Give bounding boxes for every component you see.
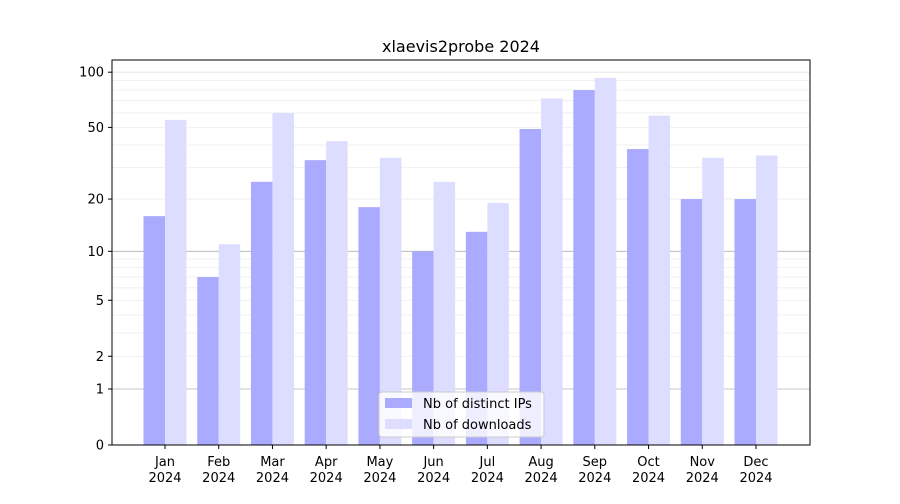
bar-ips — [143, 216, 165, 445]
x-tick-label: Nov — [690, 455, 716, 470]
x-tick-label: Aug — [528, 455, 553, 470]
bar-downloads — [326, 141, 348, 445]
y-tick-label: 100 — [79, 66, 104, 81]
bar-downloads — [433, 181, 456, 446]
x-tick-label: 2024 — [148, 471, 181, 486]
x-tick-label: 2024 — [632, 471, 665, 486]
y-tick-label: 5 — [96, 294, 104, 309]
x-tick-label: 2024 — [525, 471, 558, 486]
x-tick-label: 2024 — [471, 471, 504, 486]
y-tick-label: 20 — [87, 193, 104, 208]
x-tick-label: 2024 — [310, 471, 343, 486]
x-tick-label: 2024 — [363, 471, 396, 486]
x-tick-label: 2024 — [417, 471, 450, 486]
y-tick-label: 0 — [96, 439, 104, 454]
legend-swatch — [385, 398, 412, 408]
x-tick-label: Jan — [154, 455, 175, 470]
x-tick-label: Feb — [207, 455, 230, 470]
x-tick-label: 2024 — [739, 471, 772, 486]
bar-ips — [680, 199, 703, 445]
bar-downloads — [218, 244, 241, 445]
x-tick-label: 2024 — [202, 471, 235, 486]
chart-title: xlaevis2probe 2024 — [382, 37, 540, 56]
x-tick-label: Oct — [637, 455, 659, 470]
x-tick-label: 2024 — [686, 471, 719, 486]
bar-downloads — [702, 157, 724, 445]
bar-ips — [250, 181, 273, 446]
bar-ips — [573, 90, 595, 445]
bar-ips — [358, 207, 380, 445]
bar-ips — [627, 149, 649, 445]
x-tick-label: 2024 — [578, 471, 611, 486]
y-tick-label: 10 — [87, 245, 104, 260]
legend: Nb of distinct IPs Nb of downloads — [378, 391, 545, 438]
x-tick-label: Mar — [260, 455, 285, 470]
bar-downloads — [594, 77, 617, 445]
x-tick-label: 2024 — [256, 471, 289, 486]
x-tick-label: Jun — [422, 455, 443, 470]
bar-ips — [734, 199, 756, 445]
bar-downloads — [541, 98, 563, 446]
x-tick-label: Dec — [743, 455, 768, 470]
legend-swatch — [385, 419, 412, 429]
bar-ips — [197, 277, 219, 445]
bar-downloads — [487, 203, 509, 445]
bar-downloads — [272, 112, 294, 445]
x-tick-label: Apr — [315, 455, 338, 470]
y-tick-label: 2 — [96, 350, 104, 365]
y-tick-label: 1 — [96, 383, 104, 398]
bar-downloads — [165, 119, 187, 445]
bar-downloads — [648, 115, 671, 446]
x-tick-label: Sep — [583, 455, 608, 470]
plot-frame — [111, 59, 811, 446]
bar-downloads — [756, 155, 778, 445]
x-tick-label: May — [366, 455, 393, 470]
bar-ips — [304, 160, 327, 445]
bar-ips — [519, 128, 542, 445]
bar-downloads — [379, 157, 402, 445]
legend-label: Nb of distinct IPs — [423, 397, 532, 412]
legend-label: Nb of downloads — [423, 418, 532, 433]
legend-box — [378, 391, 545, 438]
x-tick-label: Jul — [479, 455, 496, 470]
y-tick-label: 50 — [87, 121, 104, 136]
